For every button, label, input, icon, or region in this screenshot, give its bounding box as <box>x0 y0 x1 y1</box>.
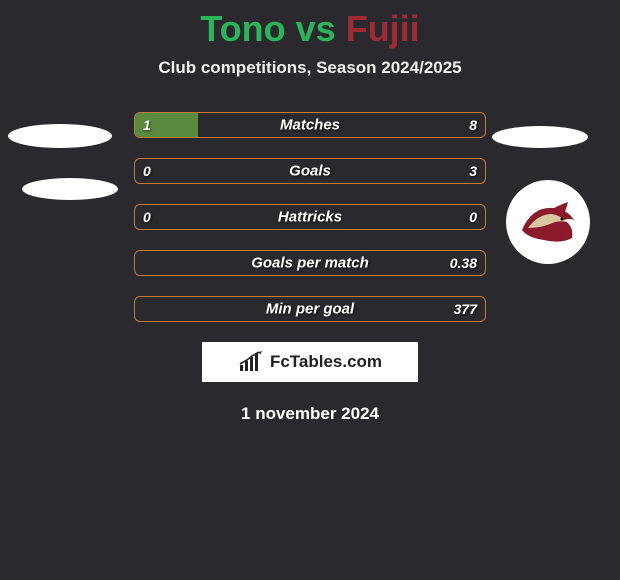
stat-rows: 1 Matches 8 0 Goals 3 0 Hattricks 0 Goals per mat… <box>134 112 486 322</box>
page-title: Tono vs Fujii <box>0 0 620 50</box>
bar-chart-icon <box>238 351 264 373</box>
stat-left-value: 0 <box>143 163 151 179</box>
stat-left-value: 1 <box>143 117 151 133</box>
stat-label: Hattricks <box>278 209 342 226</box>
stat-right-value: 377 <box>454 301 477 317</box>
team-badge <box>506 180 590 264</box>
subtitle: Club competitions, Season 2024/2025 <box>0 58 620 78</box>
date-text: 1 november 2024 <box>0 404 620 424</box>
logo-text: FcTables.com <box>270 352 382 372</box>
decorative-oval <box>22 178 118 200</box>
stat-row: 0 Goals 3 <box>134 158 486 184</box>
stat-label: Goals per match <box>251 255 369 272</box>
decorative-oval <box>492 126 588 148</box>
fctables-logo[interactable]: FcTables.com <box>202 342 418 382</box>
stat-label: Min per goal <box>266 301 354 318</box>
stat-row: 1 Matches 8 <box>134 112 486 138</box>
title-vs: vs <box>296 8 336 49</box>
title-player2: Fujii <box>346 8 420 49</box>
stat-right-value: 8 <box>469 117 477 133</box>
title-player1: Tono <box>200 8 285 49</box>
stat-left-value: 0 <box>143 209 151 225</box>
stat-row: Min per goal 377 <box>134 296 486 322</box>
stat-label: Matches <box>280 117 340 134</box>
decorative-oval <box>8 124 112 148</box>
stat-right-value: 0.38 <box>450 255 477 271</box>
stat-right-value: 0 <box>469 209 477 225</box>
stat-label: Goals <box>289 163 331 180</box>
coyote-icon <box>518 198 578 246</box>
stat-row: 0 Hattricks 0 <box>134 204 486 230</box>
stat-right-value: 3 <box>469 163 477 179</box>
stat-row: Goals per match 0.38 <box>134 250 486 276</box>
